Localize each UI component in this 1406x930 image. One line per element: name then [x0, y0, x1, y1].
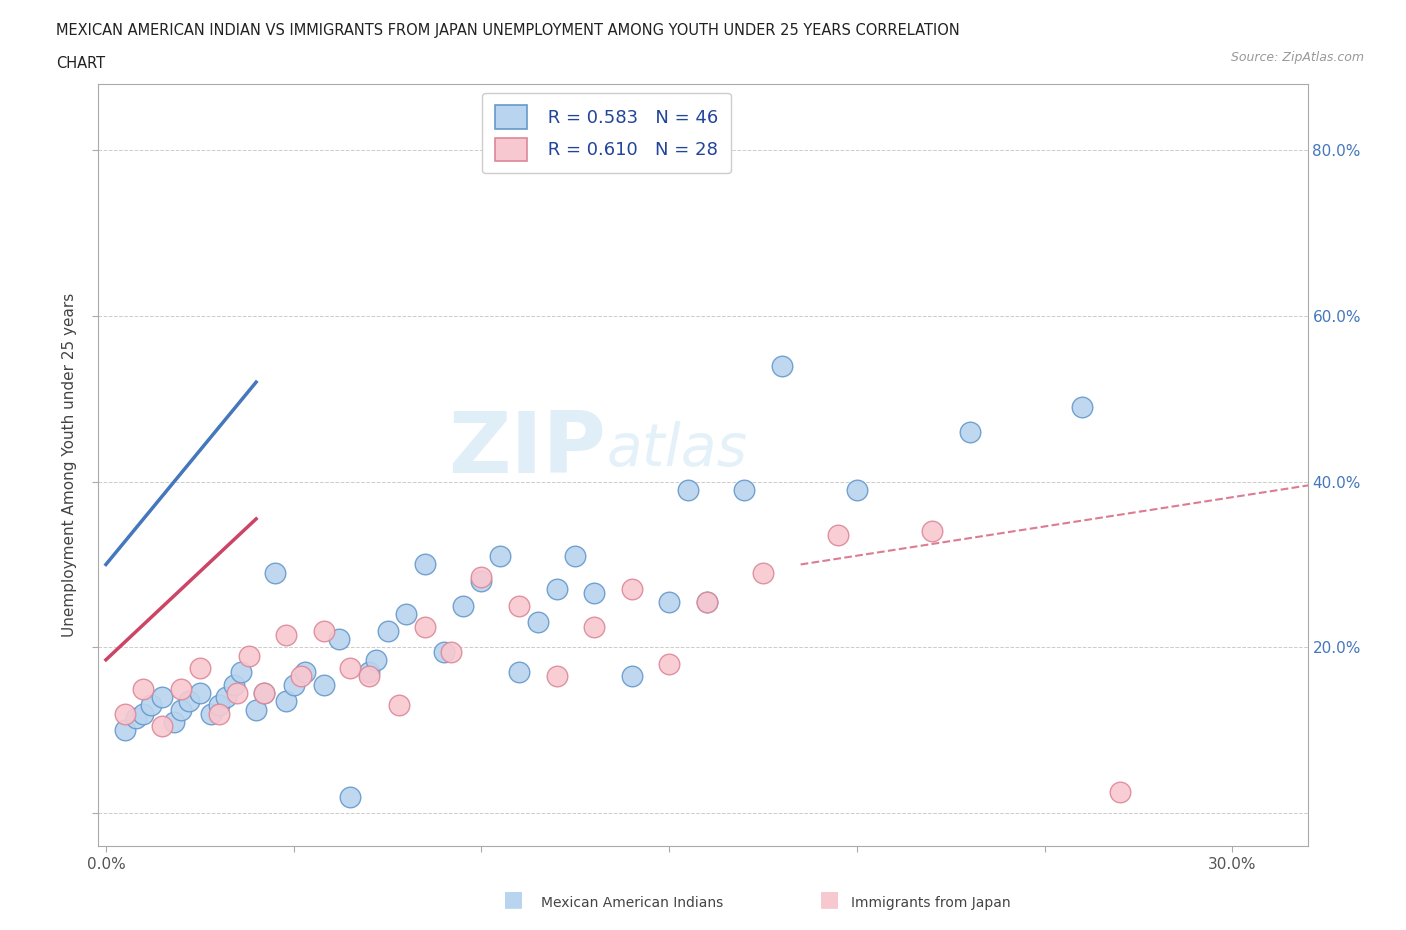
Point [546, 669, 568, 684]
Point [526, 615, 548, 630]
Point [366, 652, 388, 667]
Point [276, 628, 298, 643]
Point [413, 557, 436, 572]
Point [226, 685, 249, 700]
Point [489, 549, 512, 564]
Text: Source: ZipAtlas.com: Source: ZipAtlas.com [1230, 51, 1364, 64]
Point [413, 619, 436, 634]
Point [440, 644, 463, 659]
Point [357, 669, 380, 684]
Point [620, 582, 643, 597]
Point [328, 631, 350, 646]
Point [339, 660, 361, 675]
Text: atlas: atlas [606, 421, 747, 478]
Point [200, 706, 222, 721]
Point [583, 586, 606, 601]
Point [283, 677, 305, 692]
Point [676, 483, 699, 498]
Point [470, 574, 492, 589]
Point [921, 524, 943, 538]
Text: CHART: CHART [56, 56, 105, 71]
Point [470, 569, 492, 584]
Point [827, 528, 849, 543]
Point [139, 698, 162, 712]
Point [188, 685, 211, 700]
Text: MEXICAN AMERICAN INDIAN VS IMMIGRANTS FROM JAPAN UNEMPLOYMENT AMONG YOUTH UNDER : MEXICAN AMERICAN INDIAN VS IMMIGRANTS FR… [56, 23, 960, 38]
Point [770, 358, 793, 373]
Point [114, 723, 136, 737]
Point [253, 685, 276, 700]
Point [188, 660, 211, 675]
Legend:  R = 0.583   N = 46,  R = 0.610   N = 28: R = 0.583 N = 46, R = 0.610 N = 28 [482, 93, 731, 173]
Point [508, 599, 530, 614]
Point [846, 483, 869, 498]
Point [733, 483, 755, 498]
Y-axis label: Unemployment Among Youth under 25 years: Unemployment Among Youth under 25 years [62, 293, 77, 637]
Point [207, 706, 229, 721]
Point [132, 706, 155, 721]
Text: ■: ■ [820, 889, 839, 910]
Point [395, 606, 418, 621]
Text: ■: ■ [503, 889, 523, 910]
Point [150, 690, 173, 705]
Point [229, 665, 252, 680]
Point [312, 623, 335, 638]
Point [170, 682, 193, 697]
Point [312, 677, 335, 692]
Point [294, 665, 316, 680]
Point [238, 648, 260, 663]
Point [433, 644, 456, 659]
Point [162, 714, 184, 729]
Point [377, 623, 399, 638]
Point [290, 669, 312, 684]
Point [620, 669, 643, 684]
Point [508, 665, 530, 680]
Point [546, 582, 568, 597]
Point [215, 690, 238, 705]
Point [114, 706, 136, 721]
Point [253, 685, 276, 700]
Point [658, 594, 681, 609]
Point [1071, 400, 1094, 415]
Point [658, 657, 681, 671]
Point [451, 599, 474, 614]
Point [207, 698, 229, 712]
Point [125, 711, 148, 725]
Point [150, 719, 173, 734]
Point [170, 702, 193, 717]
Point [264, 565, 287, 580]
Point [752, 565, 775, 580]
Text: Immigrants from Japan: Immigrants from Japan [851, 896, 1011, 910]
Point [132, 682, 155, 697]
Point [222, 677, 245, 692]
Point [696, 594, 718, 609]
Point [564, 549, 586, 564]
Text: ZIP: ZIP [449, 408, 606, 491]
Point [177, 694, 200, 709]
Point [959, 424, 981, 439]
Point [245, 702, 267, 717]
Point [696, 594, 718, 609]
Point [583, 619, 606, 634]
Point [276, 694, 298, 709]
Point [357, 665, 380, 680]
Point [388, 698, 411, 712]
Point [339, 790, 361, 804]
Point [1108, 785, 1130, 800]
Text: Mexican American Indians: Mexican American Indians [541, 896, 724, 910]
